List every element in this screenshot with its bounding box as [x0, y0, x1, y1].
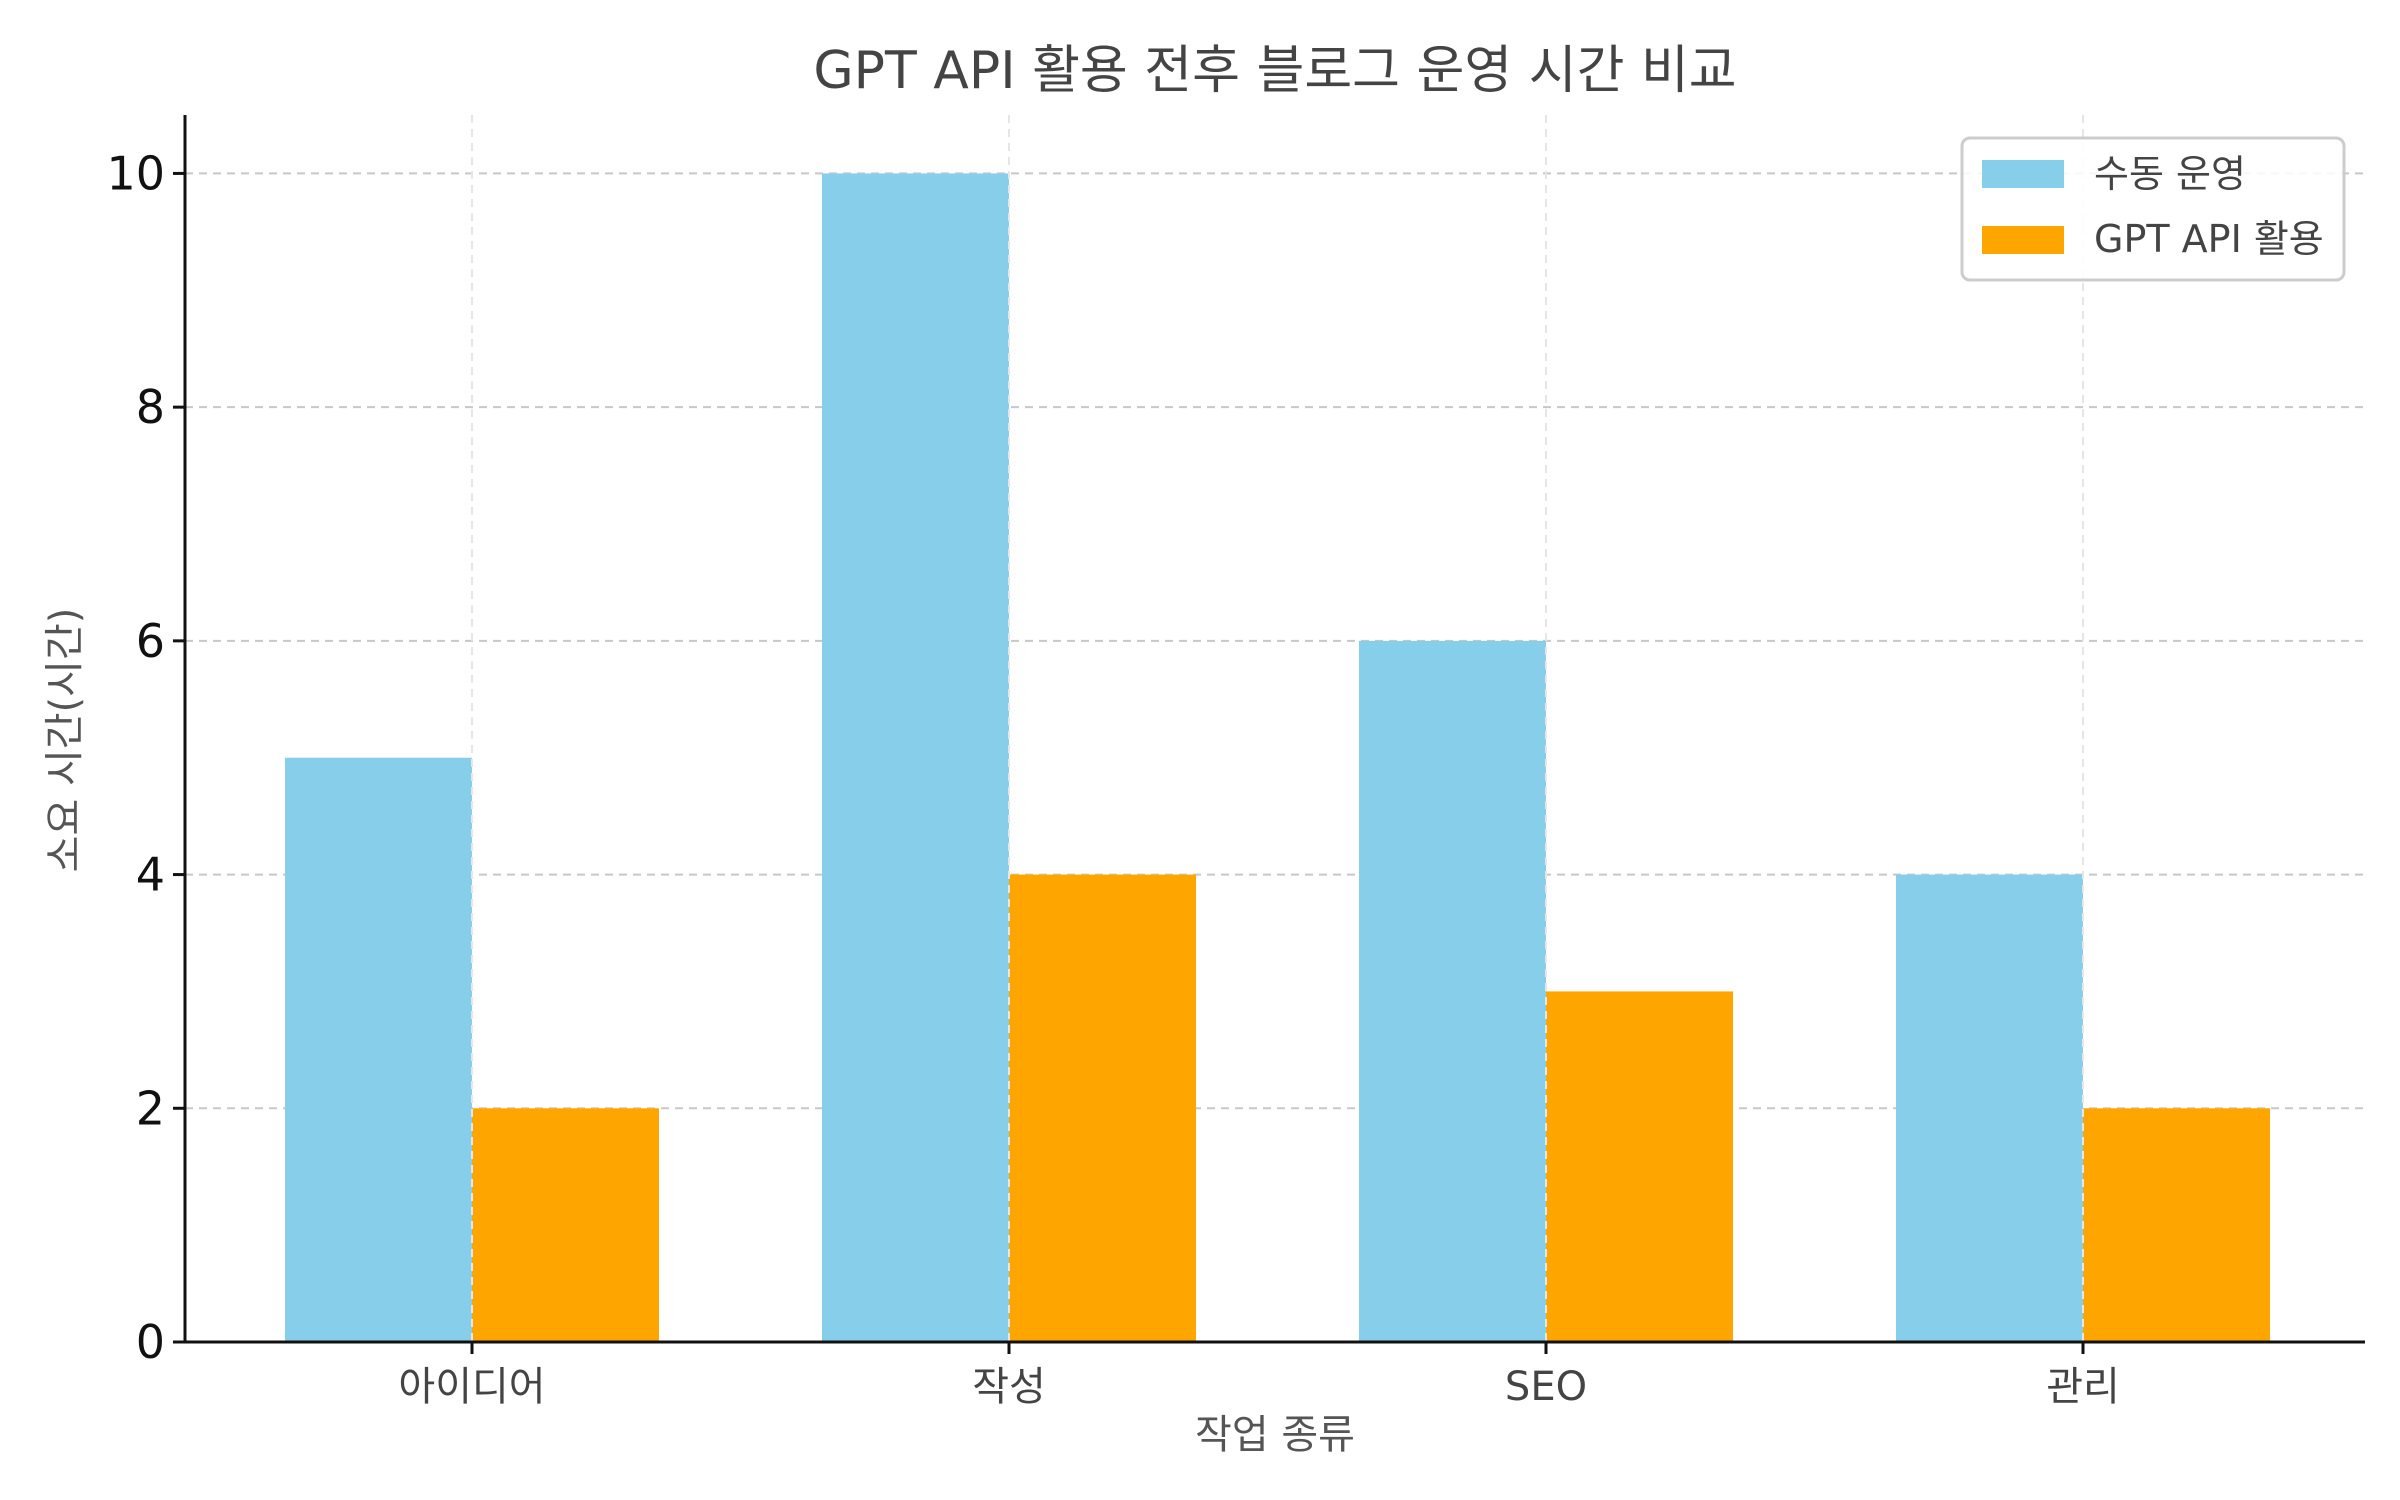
- x-tick-label: 아이디어: [398, 1364, 545, 1410]
- bar-manual-3: [1896, 874, 2083, 1342]
- legend-swatch-manual: [1982, 160, 2064, 188]
- y-tick-label: 0: [136, 1315, 165, 1369]
- x-axis-label: 작업 종류: [1195, 1412, 1355, 1458]
- bars: [285, 115, 2270, 1342]
- y-ticks: 0 2 4 6 8 10: [106, 146, 185, 1369]
- y-tick-label: 8: [136, 380, 165, 434]
- legend-swatch-gpt: [1982, 226, 2064, 254]
- bar-manual-1: [822, 173, 1009, 1342]
- y-tick-label: 4: [136, 848, 165, 902]
- x-ticks: 아이디어 작성 SEO 관리: [398, 1342, 2120, 1410]
- y-tick-label: 2: [136, 1081, 165, 1135]
- y-tick-label: 6: [136, 614, 165, 668]
- y-axis-label: 소요 시간(시간): [42, 608, 88, 873]
- bar-gpt-2: [1546, 991, 1733, 1342]
- legend-label-manual: 수동 운영: [2094, 152, 2246, 196]
- chart-title: GPT API 활용 전후 블로그 운영 시간 비교: [813, 41, 1736, 101]
- legend-label-gpt: GPT API 활용: [2094, 217, 2324, 261]
- legend: 수동 운영 GPT API 활용: [1960, 136, 2346, 282]
- x-tick-label: 관리: [2046, 1364, 2120, 1410]
- bar-manual-0: [285, 757, 472, 1342]
- y-tick-label: 10: [106, 146, 165, 200]
- x-tick-label: 작성: [972, 1364, 1046, 1410]
- bar-gpt-1: [1009, 874, 1196, 1342]
- bar-gpt-3: [2083, 1108, 2270, 1342]
- x-tick-label: SEO: [1505, 1364, 1587, 1410]
- bar-gpt-0: [472, 1108, 659, 1342]
- bar-manual-2: [1359, 640, 1546, 1342]
